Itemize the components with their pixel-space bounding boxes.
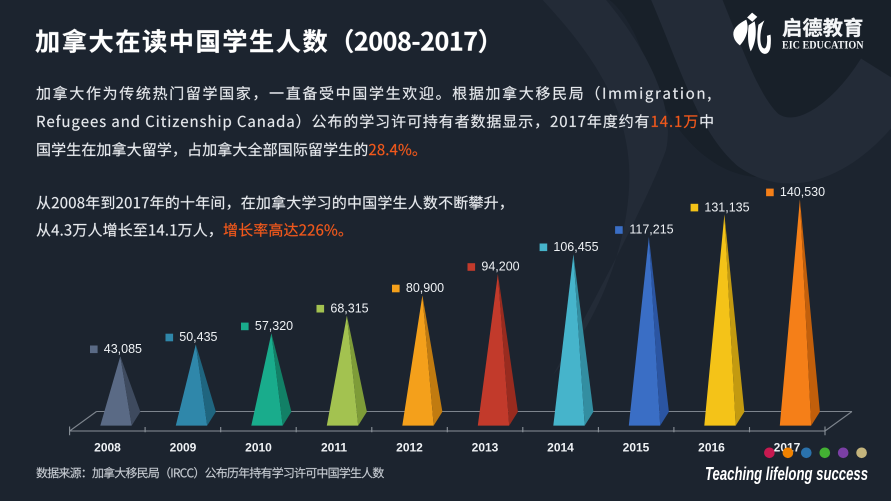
svg-text:2014: 2014 [547,441,574,455]
svg-text:50,435: 50,435 [179,330,217,344]
svg-text:131,135: 131,135 [704,200,749,214]
svg-text:2012: 2012 [396,441,423,455]
svg-text:94,200: 94,200 [481,260,519,274]
svg-text:106,455: 106,455 [553,240,598,254]
svg-text:2009: 2009 [170,441,197,455]
svg-text:2011: 2011 [321,441,347,455]
svg-text:Teaching lifelong success: Teaching lifelong success [705,464,868,484]
svg-text:68,315: 68,315 [330,301,368,315]
svg-text:2010: 2010 [245,441,272,455]
svg-text:EIC EDUCATION: EIC EDUCATION [782,37,864,51]
svg-text:2015: 2015 [623,441,650,455]
svg-text:2013: 2013 [472,441,499,455]
svg-text:2017: 2017 [774,441,801,455]
svg-text:2008: 2008 [94,441,121,455]
svg-text:117,215: 117,215 [629,223,673,237]
svg-text:140,530: 140,530 [780,185,825,199]
svg-text:2016: 2016 [698,441,725,455]
svg-text:80,900: 80,900 [406,281,444,295]
svg-text:43,085: 43,085 [104,342,142,356]
svg-text:57,320: 57,320 [255,319,293,333]
